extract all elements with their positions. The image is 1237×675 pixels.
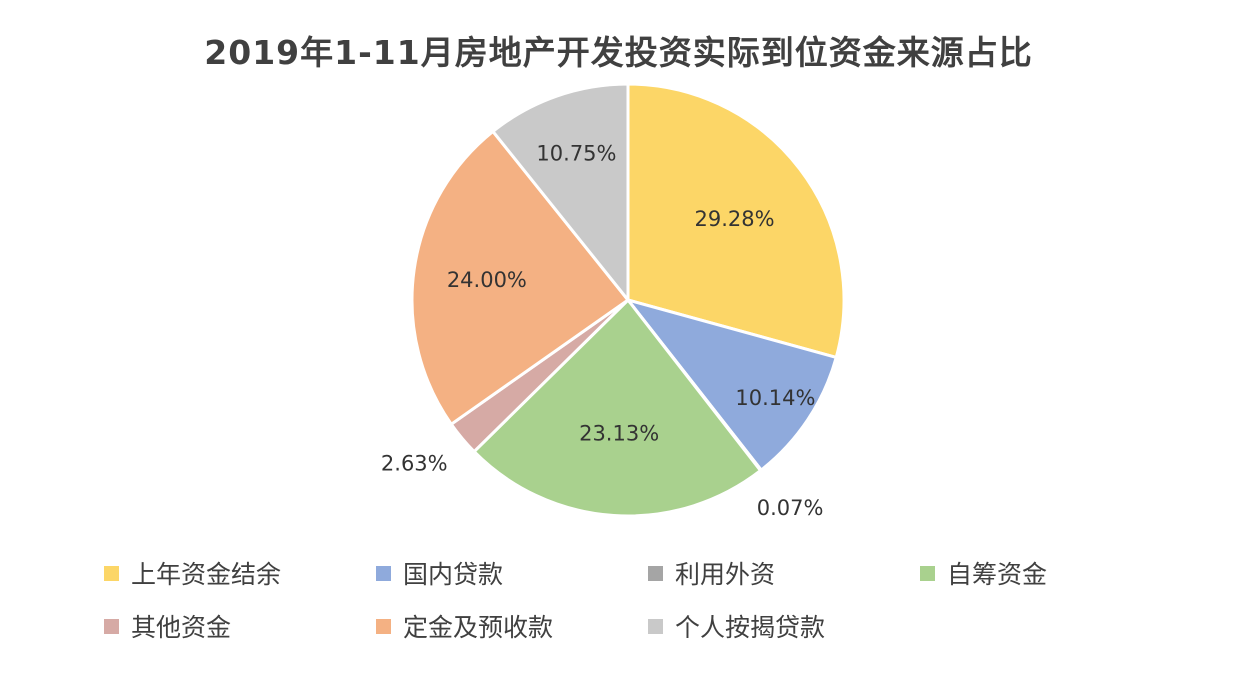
legend-swatch bbox=[648, 618, 663, 634]
pie-slice-自筹资金 bbox=[471, 297, 763, 518]
legend-label: 个人按揭贷款 bbox=[675, 613, 826, 642]
pie-slice-上年资金结余 bbox=[626, 82, 846, 360]
slice-label-上年资金结余: 29.28% bbox=[694, 207, 774, 231]
slice-label-其他资金: 2.63% bbox=[381, 451, 448, 475]
legend-item-利用外资: 利用外资 bbox=[648, 555, 775, 591]
legend-label: 利用外资 bbox=[675, 560, 776, 589]
legend-item-定金及预收款: 定金及预收款 bbox=[376, 608, 553, 644]
legend-item-上年资金结余: 上年资金结余 bbox=[104, 555, 281, 591]
legend-label: 其他资金 bbox=[131, 613, 232, 642]
legend-label: 定金及预收款 bbox=[403, 613, 554, 642]
legend-item-自筹资金: 自筹资金 bbox=[920, 555, 1047, 591]
legend-item-个人按揭贷款: 个人按揭贷款 bbox=[648, 608, 825, 644]
legend-swatch bbox=[376, 618, 391, 634]
pie-labels: 29.28% 10.14% 0.07% 23.13% 2.63% 24.00% 10.75% bbox=[381, 141, 824, 519]
slice-label-国内贷款: 10.14% bbox=[735, 386, 815, 410]
legend-label: 自筹资金 bbox=[947, 560, 1048, 589]
legend-label: 上年资金结余 bbox=[131, 560, 282, 589]
legend-swatch bbox=[376, 565, 391, 581]
slice-label-个人按揭贷款: 10.75% bbox=[536, 141, 616, 165]
legend-swatch bbox=[104, 618, 119, 634]
slice-label-自筹资金: 23.13% bbox=[579, 422, 659, 446]
legend-item-其他资金: 其他资金 bbox=[104, 608, 231, 644]
legend-swatch bbox=[648, 565, 663, 581]
legend-swatch bbox=[920, 565, 935, 581]
pie-slice-个人按揭贷款 bbox=[490, 82, 630, 305]
legend-swatch bbox=[104, 565, 119, 581]
slice-label-利用外资: 0.07% bbox=[757, 496, 824, 520]
legend-label: 国内贷款 bbox=[403, 560, 504, 589]
slice-label-定金及预收款: 24.00% bbox=[447, 268, 527, 292]
pie-slice-国内贷款 bbox=[624, 297, 839, 473]
legend-item-国内贷款: 国内贷款 bbox=[376, 555, 503, 591]
pie-slices bbox=[410, 82, 846, 518]
chart-title: 2019年1-11月房地产开发投资实际到位资金来源占比 bbox=[204, 33, 1033, 72]
pie-slice-定金及预收款 bbox=[410, 129, 631, 427]
